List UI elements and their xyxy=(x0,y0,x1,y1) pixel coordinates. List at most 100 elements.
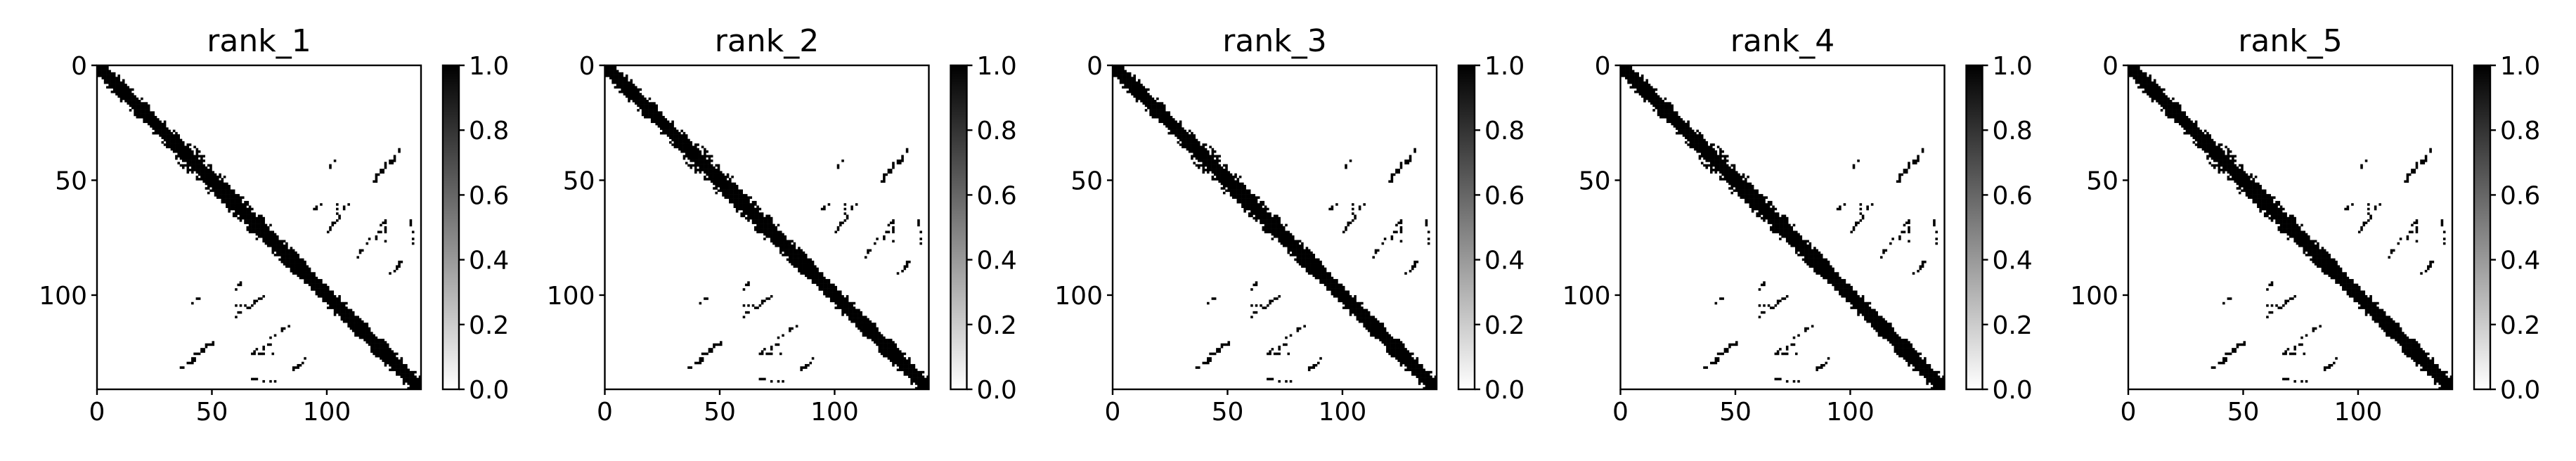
heatmap-cell xyxy=(241,214,245,218)
heatmap-cell xyxy=(919,370,922,374)
heatmap-cell xyxy=(1160,104,1164,108)
heatmap-cell xyxy=(905,366,909,369)
heatmap-cell xyxy=(1645,86,1649,89)
heatmap-cell xyxy=(1652,95,1655,98)
heatmap-cell xyxy=(1915,162,1917,164)
heatmap-cell xyxy=(191,301,194,305)
heatmap-cell xyxy=(905,368,909,372)
heatmap-cell xyxy=(722,182,725,186)
heatmap-cell xyxy=(253,226,256,229)
heatmap-cell xyxy=(1126,72,1130,75)
heatmap-cell xyxy=(1700,150,1704,153)
heatmap-cell xyxy=(1225,178,1228,181)
heatmap-cell xyxy=(1303,258,1306,261)
heatmap-cell xyxy=(338,309,341,312)
heatmap-cell xyxy=(1305,258,1309,261)
heatmap-cell xyxy=(713,180,716,183)
heatmap-cell xyxy=(1144,88,1148,91)
heatmap-cell xyxy=(313,274,316,278)
heatmap-cell xyxy=(1430,382,1432,385)
heatmap-cell xyxy=(1236,196,1240,199)
heatmap-cell xyxy=(326,294,330,298)
heatmap-cell xyxy=(207,175,210,178)
heatmap-cell xyxy=(834,299,838,303)
heatmap-cell xyxy=(816,276,819,280)
heatmap-cell xyxy=(1331,281,1334,284)
heatmap-cell xyxy=(377,350,380,353)
heatmap-cell xyxy=(127,97,130,100)
heatmap-cell xyxy=(179,148,183,151)
heatmap-cell xyxy=(262,226,265,229)
heatmap-cell xyxy=(657,113,661,117)
heatmap-cell xyxy=(1234,191,1237,195)
heatmap-cell xyxy=(1374,334,1378,337)
heatmap-cell xyxy=(899,357,902,360)
heatmap-cell xyxy=(694,169,697,171)
heatmap-cell xyxy=(287,325,290,328)
heatmap-cell xyxy=(400,368,403,372)
heatmap-cell xyxy=(1372,318,1376,321)
heatmap-cell xyxy=(1307,254,1311,257)
heatmap-cell xyxy=(1287,238,1290,240)
heatmap-cell xyxy=(1285,242,1288,245)
heatmap-cell xyxy=(1310,251,1313,254)
heatmap-cell xyxy=(186,150,190,153)
heatmap-cell xyxy=(1149,100,1152,103)
heatmap-cell xyxy=(1321,269,1325,273)
heatmap-cell xyxy=(1406,361,1410,365)
heatmap-cell xyxy=(1209,166,1212,169)
heatmap-cell xyxy=(1745,189,1747,193)
heatmap-cell xyxy=(1158,109,1161,112)
heatmap-cell xyxy=(802,265,805,268)
heatmap-cell xyxy=(373,334,375,337)
heatmap-cell xyxy=(1629,72,1633,75)
heatmap-cell xyxy=(1399,354,1403,358)
heatmap-cell xyxy=(1776,212,1780,215)
heatmap-cell xyxy=(1160,118,1164,121)
heatmap-cell xyxy=(1294,254,1297,257)
heatmap-cell xyxy=(1698,138,1702,142)
heatmap-cell xyxy=(1191,131,1193,135)
heatmap-cell xyxy=(1296,245,1300,247)
heatmap-cell xyxy=(145,113,148,117)
heatmap-cell xyxy=(1220,173,1224,176)
heatmap-cell xyxy=(699,301,702,305)
heatmap-cell xyxy=(103,77,107,79)
heatmap-cell xyxy=(1204,152,1208,155)
heatmap-cell xyxy=(235,205,238,209)
heatmap-cell xyxy=(722,191,725,195)
heatmap-cell xyxy=(793,247,796,249)
heatmap-cell xyxy=(304,267,306,271)
heatmap-cell xyxy=(1645,88,1649,91)
heatmap-cell xyxy=(1269,216,1271,220)
heatmap-cell xyxy=(1404,162,1407,164)
heatmap-cell xyxy=(760,221,764,224)
heatmap-cell xyxy=(1253,207,1256,211)
heatmap-cell xyxy=(311,283,313,287)
heatmap-cell xyxy=(110,79,114,82)
heatmap-cell xyxy=(860,327,862,330)
heatmap-cell xyxy=(1156,97,1159,100)
heatmap-cell xyxy=(811,260,815,264)
heatmap-cell xyxy=(804,265,808,268)
heatmap-cell xyxy=(733,191,737,195)
heatmap-cell xyxy=(313,279,316,282)
heatmap-cell xyxy=(1342,301,1345,305)
heatmap-cell xyxy=(701,352,704,356)
heatmap-cell xyxy=(195,352,199,356)
heatmap-cell xyxy=(1225,169,1228,171)
heatmap-cell xyxy=(1137,81,1141,84)
heatmap-cell xyxy=(1209,164,1212,167)
heatmap-cell xyxy=(230,200,233,204)
heatmap-cell xyxy=(829,290,833,293)
heatmap-cell xyxy=(391,354,394,358)
heatmap-cell xyxy=(1227,180,1231,183)
heatmap-cell xyxy=(632,93,635,96)
heatmap-cell xyxy=(1156,111,1159,114)
heatmap-cell xyxy=(825,285,828,289)
heatmap-cell xyxy=(864,329,867,332)
axes-frame xyxy=(1111,64,1438,391)
heatmap-cell xyxy=(678,148,681,151)
heatmap-cell xyxy=(924,387,927,390)
